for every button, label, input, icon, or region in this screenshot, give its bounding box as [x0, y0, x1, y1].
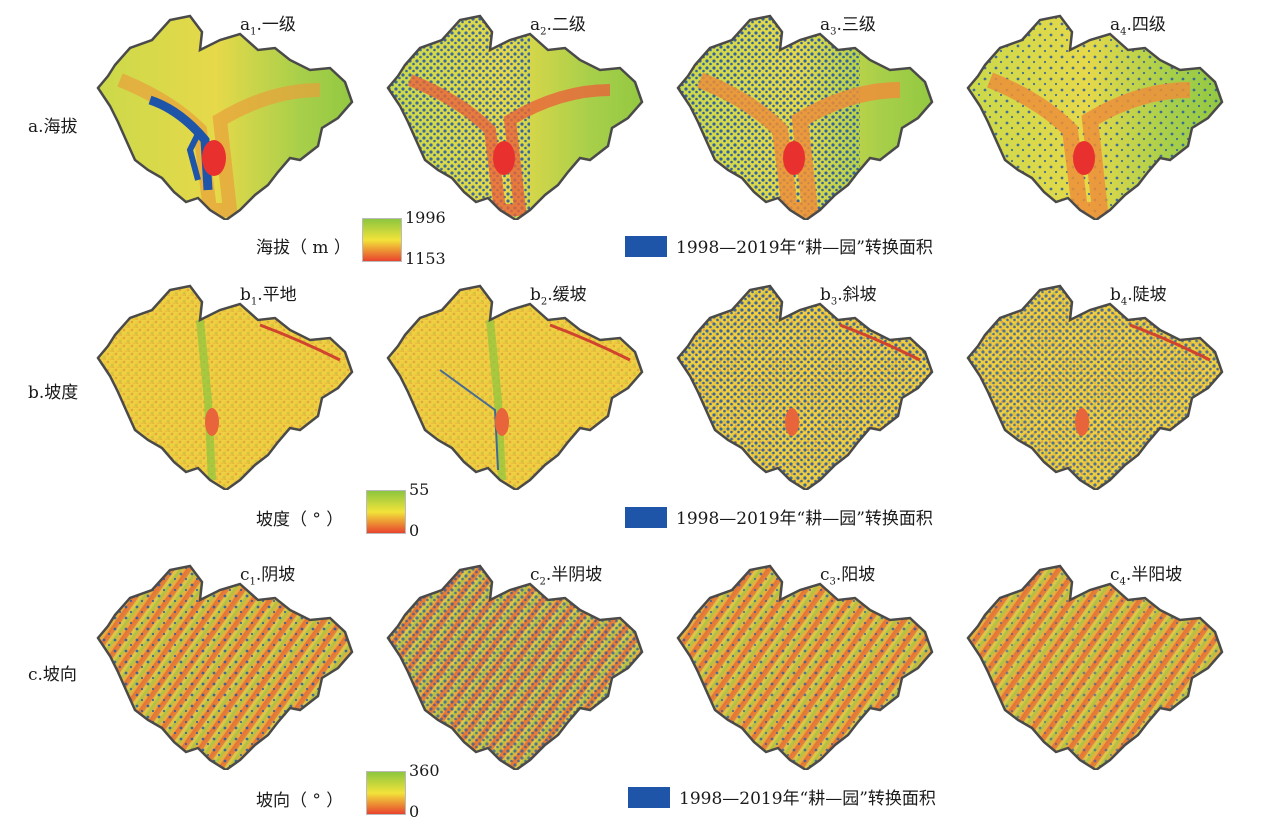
panel-title-b2: b2.缓坡 — [530, 285, 587, 308]
slope-legend-min: 0 — [409, 521, 420, 540]
panel-title-c4: c4.半阳坡 — [1110, 565, 1183, 588]
map-panel-a3: a3.三级 — [670, 10, 950, 220]
panel-title-b4: b4.陡坡 — [1110, 285, 1167, 308]
map-panel-b1: b1.平地 — [90, 280, 370, 490]
aspect-legend-max: 360 — [409, 761, 440, 780]
elevation-legend-max: 1996 — [405, 208, 446, 227]
elevation-color-ramp — [362, 218, 402, 262]
aspect-legend-min: 0 — [409, 802, 420, 821]
map-panel-c3: c3.阳坡 — [670, 560, 950, 770]
conversion-swatch-a — [625, 236, 667, 257]
map-panel-a4: a4.四级 — [960, 10, 1240, 220]
map-panel-b4: b4.陡坡 — [960, 280, 1240, 490]
conversion-legend-c: 1998—2019年“耕—园”转换面积 — [679, 789, 936, 809]
map-panel-b2: b2.缓坡 — [380, 280, 660, 490]
panel-title-a1: a1.一级 — [240, 15, 296, 38]
panel-title-b3: b3.斜坡 — [820, 285, 877, 308]
aspect-legend-label: 坡向（ ° ） — [256, 791, 344, 811]
panel-title-b1: b1.平地 — [240, 285, 297, 308]
conversion-swatch-b — [625, 507, 667, 528]
row-label-b: b.坡度 — [28, 383, 79, 403]
slope-legend-max: 55 — [409, 480, 430, 499]
map-panel-c1: c1.阴坡 — [90, 560, 370, 770]
panel-title-a4: a4.四级 — [1110, 15, 1166, 38]
elevation-legend-label: 海拔（ m ） — [256, 238, 351, 258]
row-label-c: c.坡向 — [28, 665, 77, 685]
map-panel-a2: a2.二级 — [380, 10, 660, 220]
aspect-color-ramp — [366, 771, 406, 815]
conversion-swatch-c — [628, 787, 670, 808]
conversion-legend-a: 1998—2019年“耕—园”转换面积 — [676, 238, 933, 258]
slope-legend-label: 坡度（ ° ） — [256, 510, 344, 530]
conversion-legend-b: 1998—2019年“耕—园”转换面积 — [676, 509, 933, 529]
map-panel-c4: c4.半阳坡 — [960, 560, 1240, 770]
row-label-a: a.海拔 — [28, 117, 78, 137]
panel-title-a3: a3.三级 — [820, 15, 876, 38]
map-panel-c2: c2.半阴坡 — [380, 560, 660, 770]
slope-color-ramp — [366, 490, 406, 534]
map-panel-b3: b3.斜坡 — [670, 280, 950, 490]
panel-title-c1: c1.阴坡 — [240, 565, 296, 588]
elevation-legend-min: 1153 — [405, 249, 446, 268]
map-panel-a1: a1.一级 — [90, 10, 370, 220]
panel-title-a2: a2.二级 — [530, 15, 586, 38]
panel-title-c3: c3.阳坡 — [820, 565, 876, 588]
panel-title-c2: c2.半阴坡 — [530, 565, 603, 588]
